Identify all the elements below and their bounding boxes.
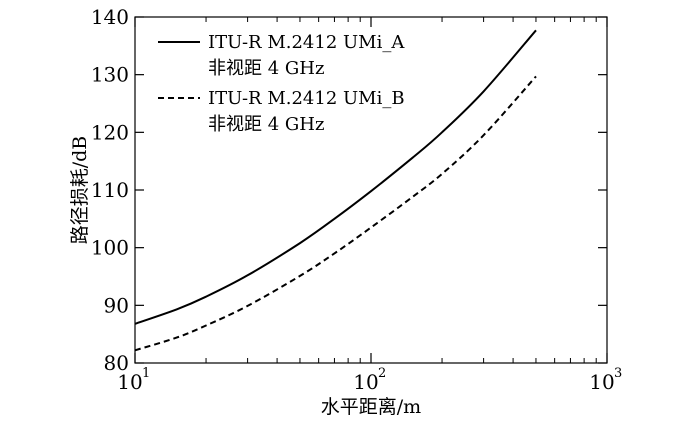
x-axis-label: 水平距离/m [321,396,421,418]
x-tick-label: 10 [117,370,142,394]
y-tick-label: 90 [104,293,129,317]
x-tick-label-exponent: 2 [378,366,386,381]
legend-label-b: ITU-R M.2412 UMi_B [208,88,405,109]
y-tick-label: 100 [91,236,129,260]
y-tick-label: 120 [91,120,129,144]
y-tick-label: 130 [91,63,129,87]
y-tick-label: 110 [91,178,129,202]
legend-label-a: ITU-R M.2412 UMi_A [208,32,405,53]
x-tick-label-exponent: 3 [614,366,622,381]
series-lines [134,29,537,352]
legend-label-b-sub: 非视距 4 GHz [208,114,324,135]
x-tick-label-exponent: 1 [142,366,150,381]
x-tick-label: 10 [353,370,378,394]
series-line-umi-b [134,75,537,352]
axis-ticks [134,16,608,364]
x-tick-label: 10 [589,370,614,394]
series-line-umi-a [134,29,537,325]
legend: ITU-R M.2412 UMi_A 非视距 4 GHz ITU-R M.241… [158,32,405,135]
legend-label-a-sub: 非视距 4 GHz [208,58,324,79]
y-axis-label: 路径损耗/dB [69,136,91,245]
y-tick-label: 80 [104,351,129,375]
y-tick-label: 140 [91,5,129,29]
